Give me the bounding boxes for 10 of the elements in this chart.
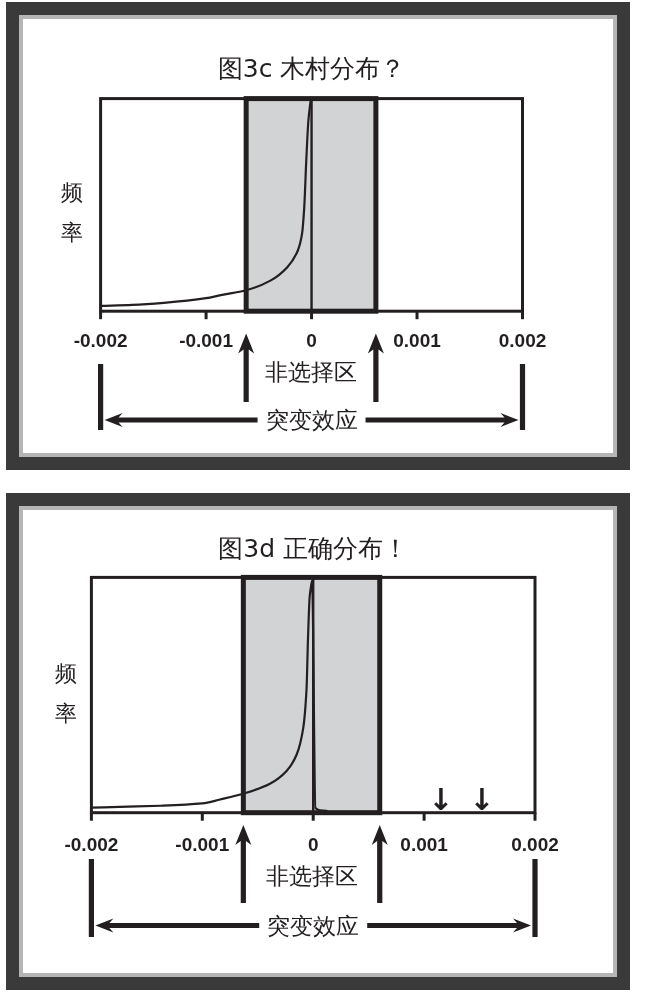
title: 图3d 正确分布！ — [218, 533, 409, 563]
annotation-pointer: ↓ — [428, 781, 454, 817]
ylabel: 频率 — [55, 660, 77, 726]
annotation-pointer: ↓ — [469, 781, 495, 817]
band-label: 非选择区 — [265, 359, 357, 385]
annotation: 突变效应 — [265, 407, 358, 433]
ylabel: 频率 — [61, 179, 83, 245]
band-label: 非选择区 — [265, 863, 358, 889]
annotation: 突变效应 — [267, 912, 360, 939]
title: 图3c 木村分布？ — [217, 53, 406, 83]
